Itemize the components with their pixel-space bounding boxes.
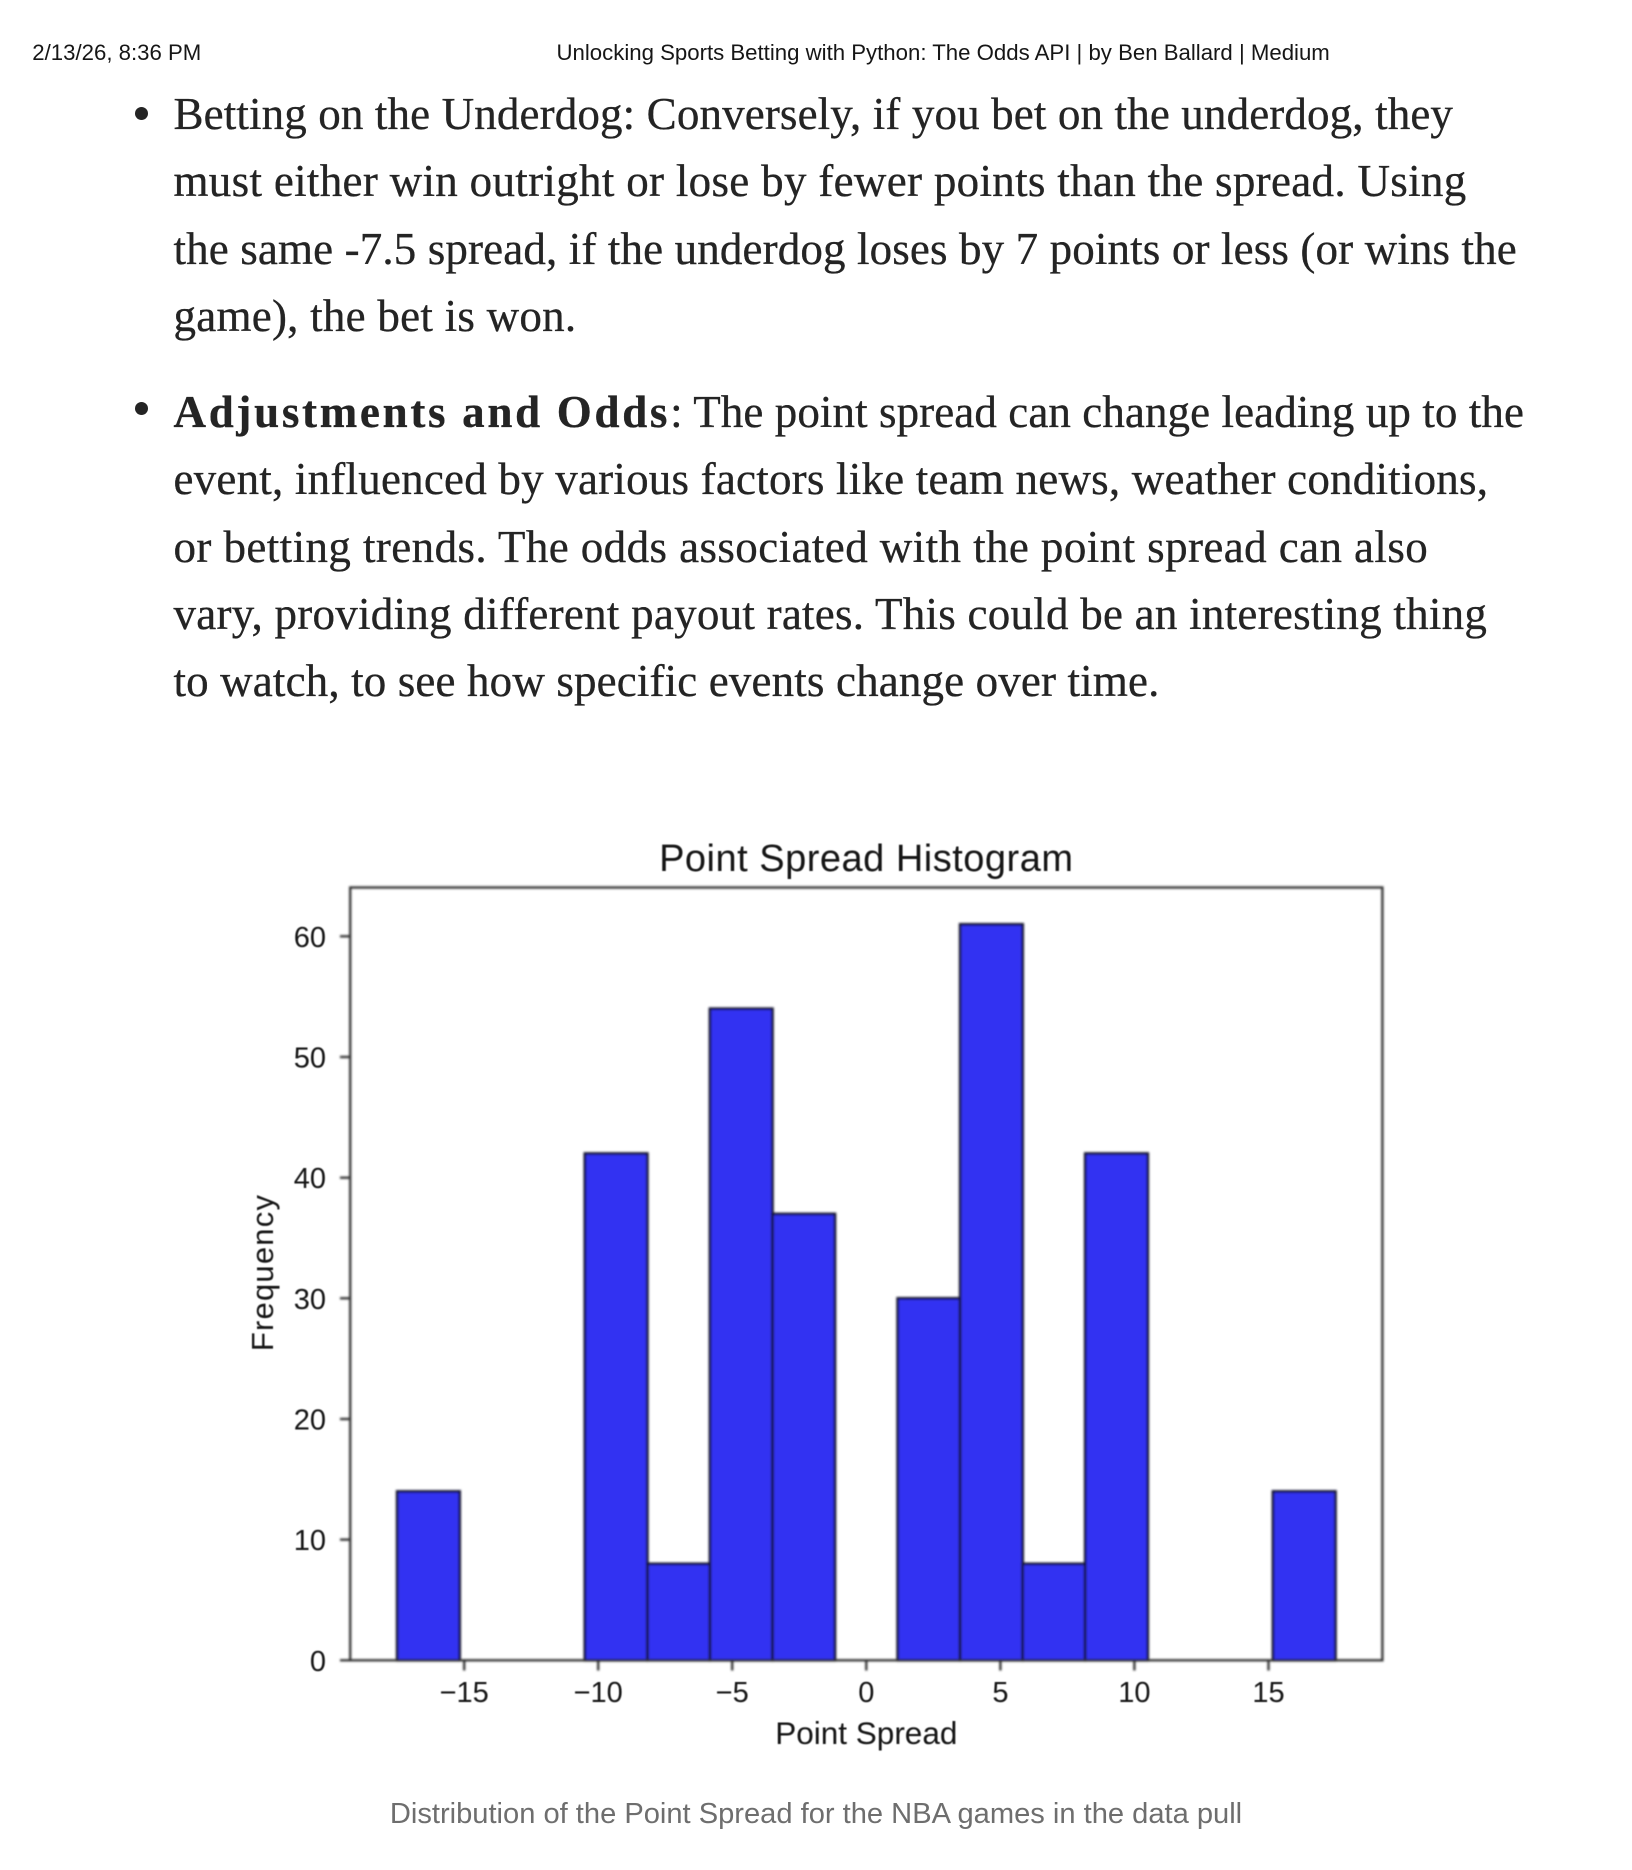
svg-text:0: 0 <box>310 1646 326 1678</box>
svg-text:20: 20 <box>294 1405 326 1437</box>
svg-text:−5: −5 <box>716 1677 749 1709</box>
svg-text:40: 40 <box>294 1163 326 1195</box>
svg-text:10: 10 <box>1118 1677 1150 1709</box>
svg-text:60: 60 <box>294 922 326 954</box>
svg-text:15: 15 <box>1252 1677 1284 1709</box>
svg-text:0: 0 <box>858 1677 874 1709</box>
svg-text:−10: −10 <box>574 1677 623 1709</box>
svg-text:30: 30 <box>294 1284 326 1316</box>
svg-text:−15: −15 <box>440 1677 489 1709</box>
svg-text:Point Spread: Point Spread <box>775 1715 957 1751</box>
svg-text:10: 10 <box>294 1525 326 1557</box>
svg-text:5: 5 <box>992 1677 1008 1709</box>
svg-text:50: 50 <box>294 1043 326 1075</box>
svg-text:Point Spread Histogram: Point Spread Histogram <box>659 838 1073 880</box>
svg-text:Frequency: Frequency <box>245 1194 280 1351</box>
